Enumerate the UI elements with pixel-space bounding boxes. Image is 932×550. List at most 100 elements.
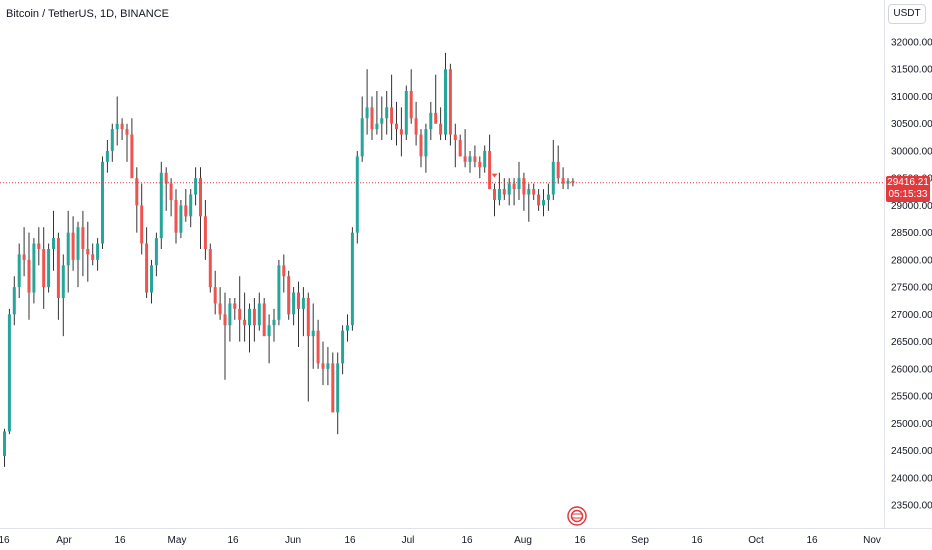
price-tick-label: 31000.00 — [891, 92, 932, 103]
candle-body — [502, 189, 506, 195]
price-tick-label: 30500.00 — [891, 119, 932, 130]
candle-body — [434, 112, 438, 124]
candle-body — [7, 314, 11, 432]
candle-body — [164, 172, 168, 184]
candle-body — [52, 238, 55, 249]
candle-body — [238, 308, 242, 320]
price-tick-label: 25500.00 — [891, 392, 932, 403]
time-tick-label: 16 — [574, 535, 586, 546]
time-tick-label: 16 — [227, 535, 239, 546]
price-tick-label: 26500.00 — [891, 337, 932, 348]
candle-body — [306, 298, 310, 337]
candle-body — [350, 232, 354, 326]
candle-body — [42, 248, 46, 288]
price-tick-label: 26000.00 — [891, 364, 932, 375]
candle-body — [199, 178, 202, 217]
candle-body — [125, 129, 129, 135]
candle-body — [517, 178, 521, 190]
time-tick-label: 16 — [0, 535, 10, 546]
candle-body — [370, 107, 374, 130]
candle-body — [213, 287, 217, 304]
candle-body — [527, 189, 531, 195]
candle-body — [551, 161, 555, 195]
candle-body — [463, 156, 467, 162]
candle-body — [81, 227, 85, 249]
price-tick-label: 23500.00 — [891, 501, 932, 512]
candle-body — [542, 199, 545, 206]
candle-body — [179, 205, 183, 233]
candle-body — [145, 243, 149, 293]
candle-body — [272, 319, 276, 326]
candle-body — [409, 91, 413, 119]
candle-body — [385, 107, 389, 119]
candle-body — [404, 91, 408, 135]
candle-body — [380, 118, 384, 124]
candle-body — [497, 189, 501, 200]
candle-body — [71, 232, 75, 260]
candle-body — [120, 123, 124, 130]
dividends-flag-icon[interactable] — [567, 506, 587, 526]
candle-body — [27, 259, 31, 293]
candle-body — [56, 238, 60, 299]
time-tick-label: 16 — [114, 535, 126, 546]
candle-body — [96, 243, 100, 260]
candle-body — [331, 363, 335, 413]
candle-body — [140, 205, 144, 244]
currency-unit-button[interactable]: USDT — [888, 4, 926, 24]
candle-body — [473, 156, 477, 162]
price-axis[interactable]: 23500.00 24000.00 24500.00 25000.00 25500.00… — [891, 38, 932, 512]
price-tick-label: 24000.00 — [891, 473, 932, 484]
symbol-title[interactable]: Bitcoin / TetherUS, 1D, BINANCE — [6, 8, 170, 20]
candle-body — [105, 150, 109, 162]
candle-body — [66, 232, 70, 266]
candle-body — [458, 140, 462, 157]
price-tick-label: 30000.00 — [891, 146, 932, 157]
candle-body — [321, 363, 325, 369]
candle-body — [478, 161, 482, 168]
price-tick-label: 28000.00 — [891, 255, 932, 266]
candle-body — [301, 298, 305, 309]
candle-body — [101, 161, 104, 244]
candle-body — [262, 303, 266, 337]
candle-body — [336, 363, 340, 413]
price-tick-label: 25000.00 — [891, 419, 932, 430]
candle-body — [154, 238, 158, 266]
price-tick-label: 31500.00 — [891, 65, 932, 76]
candle-body — [3, 431, 6, 456]
candle-body — [341, 330, 345, 364]
candle-body — [228, 303, 232, 326]
candle-body — [537, 194, 541, 206]
candle-body — [414, 118, 418, 135]
candle-body — [561, 178, 565, 184]
candle-body — [282, 265, 286, 277]
candle-body — [493, 189, 496, 200]
time-axis[interactable]: 16 Apr 16 May 16 Jun 16 Jul 16 Aug 16 Sep 16 Oct 16 Nov — [0, 535, 881, 546]
candle-body — [390, 107, 394, 124]
candle-body — [17, 254, 21, 288]
price-tick-label: 29000.00 — [891, 201, 932, 212]
time-tick-label: Nov — [863, 535, 881, 546]
event-marker-icon[interactable] — [491, 173, 498, 178]
candle-body — [194, 178, 198, 195]
candle-body — [32, 243, 36, 293]
candle-body — [203, 216, 207, 249]
time-tick-label: Oct — [748, 535, 764, 546]
time-tick-label: Sep — [631, 535, 649, 546]
candle-body — [248, 308, 251, 326]
candle-body — [512, 183, 516, 190]
time-tick-label: Jul — [402, 535, 415, 546]
candle-body — [174, 199, 178, 233]
candle-body — [233, 303, 237, 309]
candle-body — [37, 243, 41, 249]
candle-body — [189, 194, 193, 217]
candle-body — [488, 150, 492, 190]
candle-body — [532, 189, 536, 195]
last-price-badge: 29416.21 05:15:33 — [886, 176, 930, 202]
time-tick-label: May — [168, 535, 187, 546]
candle-body — [522, 178, 526, 195]
candle-body — [86, 248, 90, 255]
candle-body — [115, 123, 119, 130]
candle-body — [439, 123, 443, 135]
candle-body — [277, 265, 281, 320]
